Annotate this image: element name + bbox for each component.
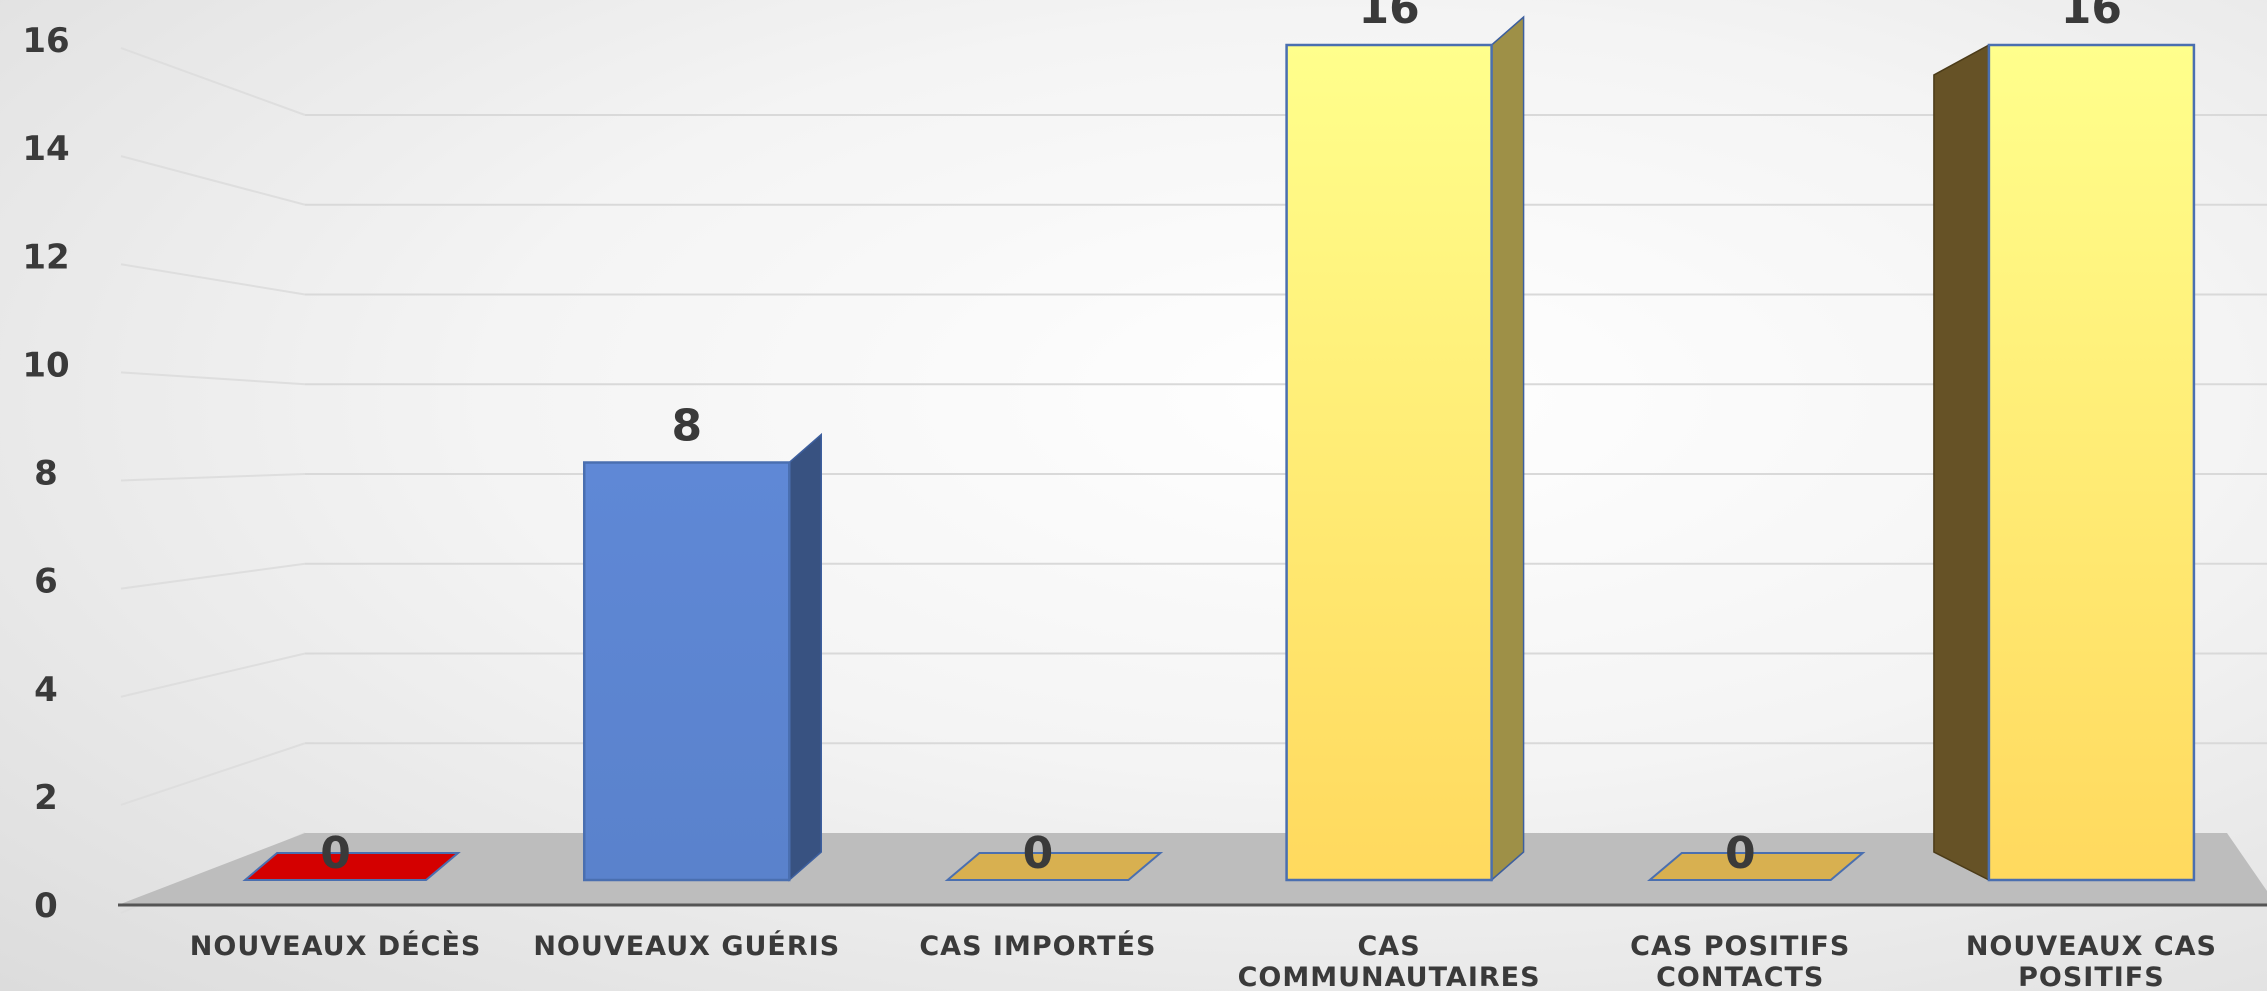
y-tick-label: 14 (22, 129, 69, 169)
y-tick-label: 8 (34, 454, 58, 494)
y-tick-label: 16 (22, 21, 69, 61)
x-tick-label-line: CAS IMPORTÉS (919, 930, 1156, 962)
gridline-side (120, 562, 306, 590)
x-tick-label-line: NOUVEAUX GUÉRIS (533, 930, 840, 962)
x-tick-label-line: NOUVEAUX DÉCÈS (190, 930, 482, 962)
data-label: 16 (1358, 0, 1419, 34)
bar (583, 461, 791, 882)
data-label: 0 (320, 828, 351, 879)
gridline-side (120, 371, 306, 386)
x-tick-label-line: CAS POSITIFS (1630, 931, 1850, 962)
x-tick-label: NOUVEAUX GUÉRIS (533, 930, 840, 962)
x-tick-label: NOUVEAUX DÉCÈS (190, 930, 482, 962)
bar-side (1490, 15, 1525, 882)
gridline-side (120, 263, 306, 296)
bar (944, 852, 1164, 881)
gridline-side (120, 742, 306, 806)
y-tick-label: 0 (34, 886, 58, 926)
y-tick-label: 2 (34, 778, 58, 818)
x-tick-label-line: COMMUNAUTAIRES (1238, 962, 1541, 991)
bar (242, 852, 461, 881)
bar-side (1933, 43, 1990, 882)
y-tick-label: 6 (34, 562, 58, 602)
x-tick-label-line: NOUVEAUX CAS (1966, 931, 2217, 962)
y-tick-label: 10 (22, 345, 69, 385)
x-tick-label-line: POSITIFS (2018, 962, 2165, 991)
x-tick-label: CAS IMPORTÉS (919, 930, 1156, 962)
gridline-side (120, 47, 306, 116)
gridline-side (120, 652, 306, 698)
x-tick-label-line: CAS (1357, 931, 1420, 962)
x-tick-label-line: CONTACTS (1656, 962, 1824, 991)
data-label: 16 (2061, 0, 2122, 34)
y-tick-label: 4 (34, 670, 58, 710)
bar-side (788, 432, 822, 882)
x-tick-label: CAS POSITIFS CONTACTS (1630, 931, 1850, 991)
x-tick-label: NOUVEAUX CAS POSITIFS (1966, 931, 2217, 991)
data-label: 0 (1725, 828, 1756, 879)
data-label: 8 (671, 401, 702, 452)
gridline-side (120, 473, 306, 482)
data-label: 0 (1023, 828, 1054, 879)
gridline-side (120, 155, 306, 206)
y-tick-label: 12 (22, 237, 69, 277)
bar (1987, 43, 2196, 882)
bar (1647, 852, 1866, 881)
x-tick-label: CAS COMMUNAUTAIRES (1238, 931, 1541, 991)
bar (1285, 43, 1493, 882)
